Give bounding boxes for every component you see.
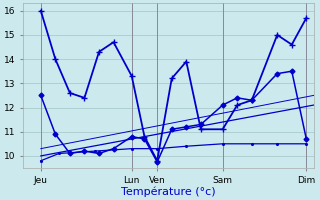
X-axis label: Température (°c): Température (°c) [121,186,215,197]
